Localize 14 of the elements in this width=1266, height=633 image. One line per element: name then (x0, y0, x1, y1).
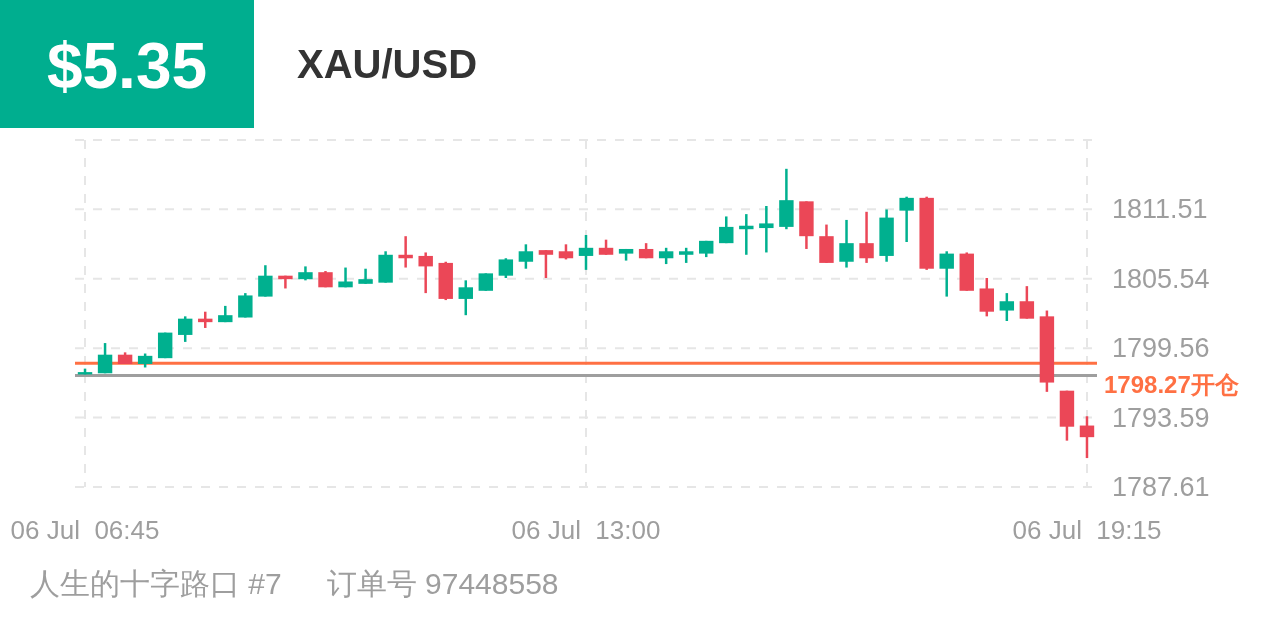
title: $5.35 (0, 0, 254, 128)
y-tick-label: 1805.54 (1112, 263, 1210, 294)
x-tick-label: 06 Jul 06:45 (10, 515, 160, 545)
annotation: 人生的十字路口 #7 (30, 566, 282, 600)
x-tick-label: 06 Jul 13:00 (511, 515, 661, 545)
y-tick-label: 1787.61 (1112, 472, 1210, 502)
y-tick-label: 1799.56 (1112, 333, 1210, 364)
x-tick-label: 06 Jul 19:15 (1012, 515, 1162, 545)
chart-title: $5.35 (46, 30, 208, 102)
ref-label: 1798.27开仓 (1104, 370, 1239, 398)
y-tick-label: 1811.51 (1112, 194, 1208, 225)
subtitle: XAU/USD (297, 42, 478, 86)
y-tick-label: 1793.59 (1112, 402, 1210, 433)
annotation: 订单号 97448558 (326, 566, 559, 600)
